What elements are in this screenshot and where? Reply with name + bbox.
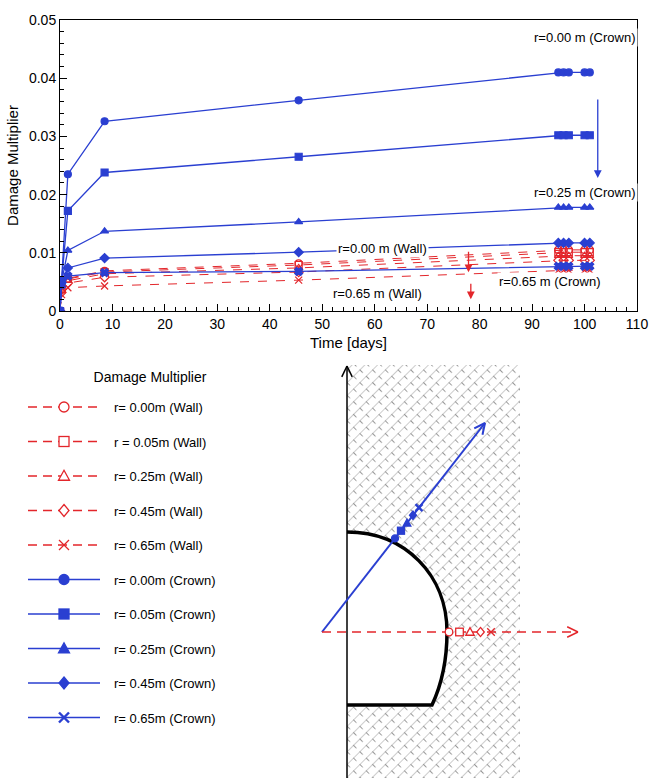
svg-text:10: 10 bbox=[105, 316, 121, 332]
svg-text:30: 30 bbox=[210, 316, 226, 332]
svg-text:0.01: 0.01 bbox=[29, 245, 56, 261]
svg-text:Time [days]: Time [days] bbox=[310, 334, 387, 351]
svg-text:r=0.00 m (Crown): r=0.00 m (Crown) bbox=[534, 30, 636, 45]
svg-text:Damage Multiplier: Damage Multiplier bbox=[4, 105, 21, 226]
svg-text:50: 50 bbox=[314, 316, 330, 332]
svg-text:0.04: 0.04 bbox=[29, 70, 56, 86]
svg-text:0.03: 0.03 bbox=[29, 128, 56, 144]
svg-text:r= 0.05m (Crown): r= 0.05m (Crown) bbox=[114, 607, 216, 622]
svg-text:20: 20 bbox=[157, 316, 173, 332]
svg-text:r=0.65 m (Wall): r=0.65 m (Wall) bbox=[333, 286, 422, 301]
svg-text:70: 70 bbox=[419, 316, 435, 332]
svg-text:0: 0 bbox=[56, 316, 64, 332]
svg-text:r=0.65 m (Crown): r=0.65 m (Crown) bbox=[499, 274, 601, 289]
svg-text:r= 0.25m (Wall): r= 0.25m (Wall) bbox=[114, 469, 203, 484]
svg-text:r= 0.45m (Wall): r= 0.45m (Wall) bbox=[114, 504, 203, 519]
svg-text:r= 0.65m (Crown): r= 0.65m (Crown) bbox=[114, 711, 216, 726]
svg-text:90: 90 bbox=[524, 316, 540, 332]
svg-text:Damage Multiplier: Damage Multiplier bbox=[94, 369, 207, 385]
svg-text:r = 0.05m (Wall): r = 0.05m (Wall) bbox=[114, 435, 206, 450]
svg-text:0: 0 bbox=[48, 303, 56, 319]
svg-text:r= 0.65m (Wall): r= 0.65m (Wall) bbox=[114, 538, 203, 553]
svg-text:40: 40 bbox=[262, 316, 278, 332]
svg-text:110: 110 bbox=[626, 316, 649, 332]
svg-text:100: 100 bbox=[573, 316, 597, 332]
svg-text:80: 80 bbox=[472, 316, 488, 332]
svg-text:60: 60 bbox=[367, 316, 383, 332]
svg-text:0.05: 0.05 bbox=[29, 12, 56, 28]
svg-text:r= 0.00m (Wall): r= 0.00m (Wall) bbox=[114, 400, 203, 415]
svg-text:r= 0.00m (Crown): r= 0.00m (Crown) bbox=[114, 573, 216, 588]
svg-text:r= 0.25m (Crown): r= 0.25m (Crown) bbox=[114, 642, 216, 657]
svg-text:r=0.00 m (Wall): r=0.00 m (Wall) bbox=[338, 241, 427, 256]
svg-text:r= 0.45m (Crown): r= 0.45m (Crown) bbox=[114, 676, 216, 691]
svg-text:0.02: 0.02 bbox=[29, 187, 56, 203]
svg-text:r=0.25 m (Crown): r=0.25 m (Crown) bbox=[534, 185, 636, 200]
